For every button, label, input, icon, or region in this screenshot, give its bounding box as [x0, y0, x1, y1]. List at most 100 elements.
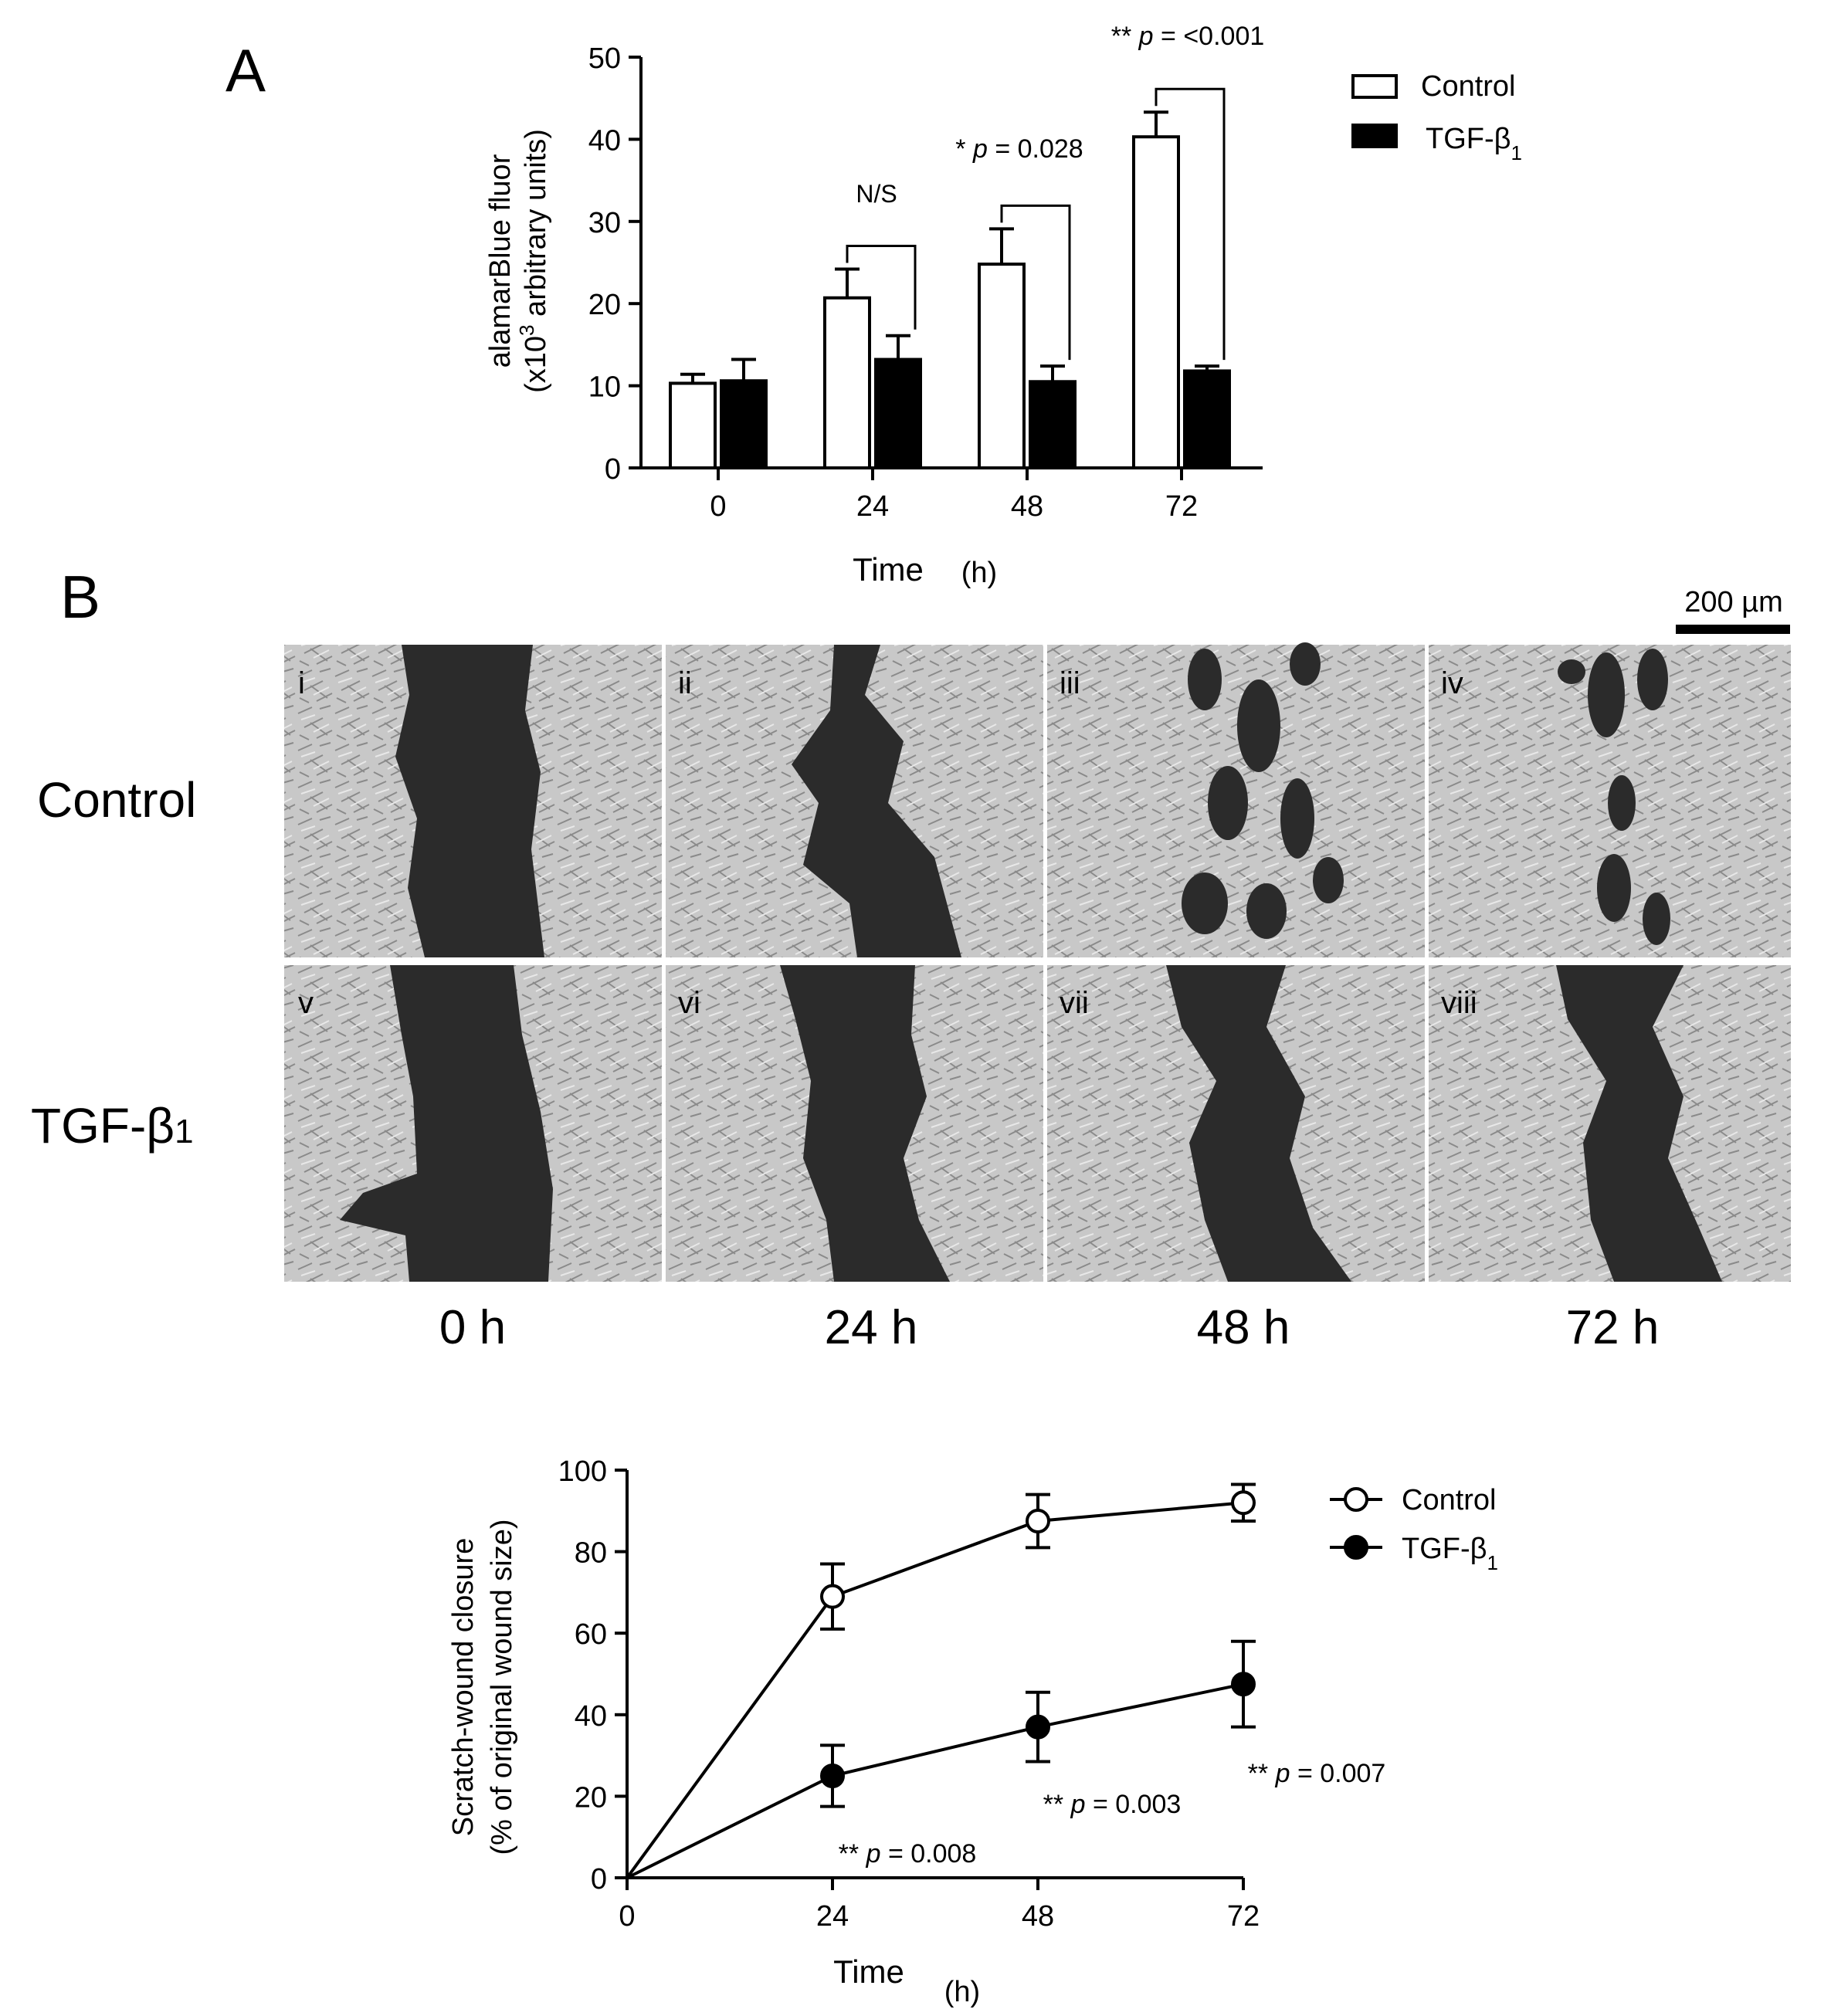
- bar-chart-ylabel-units: (x103 arbitrary units): [515, 129, 552, 393]
- ylabel-units-post: arbitrary units): [520, 129, 552, 324]
- annotation-line-24h: ** p = 0.008: [839, 1839, 977, 1869]
- line-chart-legend: Control TGF-β1: [1330, 1484, 1498, 1574]
- annotation-line-24h-stars: **: [839, 1839, 859, 1869]
- bar-chart: 0 10 20 30 40 50 0 24 48 72 alamarBlue fluor (x10…: [484, 22, 1522, 589]
- x-tick-label: 48: [1011, 490, 1043, 523]
- micrograph-48h-tgf: vii: [1047, 965, 1425, 1282]
- line-chart-ylabel: Scratch-wound closure: [447, 1538, 480, 1837]
- annotation-48h: * p = 0.028: [955, 134, 1083, 164]
- wound-fragment: [1643, 893, 1670, 945]
- bar-chart-legend: Control TGF-β1: [1351, 70, 1522, 164]
- wound-fragment: [1246, 883, 1287, 939]
- scale-bar: 200 µm: [1676, 586, 1790, 634]
- wound-fragment: [1237, 679, 1280, 772]
- wound-fragment: [1637, 649, 1668, 710]
- bar-tgf: [1183, 369, 1231, 469]
- wound-fragment: [1313, 857, 1344, 903]
- annotation-line-48h: ** p = 0.003: [1043, 1790, 1182, 1819]
- y-tick-label: 20: [575, 1781, 607, 1814]
- y-tick-label: 50: [588, 42, 621, 75]
- data-point-control: [1231, 1490, 1256, 1516]
- annotation-line-48h-stars: **: [1043, 1790, 1063, 1819]
- y-tick-label: 10: [588, 371, 621, 404]
- series-line-control: [626, 1501, 1244, 1879]
- legend-label-tgf: TGF-β1: [1426, 123, 1522, 164]
- wound-fragment: [1182, 872, 1228, 934]
- annotation-line-72h-value: = 0.007: [1297, 1759, 1385, 1788]
- scale-bar-line: [1676, 625, 1790, 634]
- x-tick-label: 72: [1227, 1900, 1260, 1933]
- significance-bracket: [846, 245, 917, 330]
- data-point-tgf: [1231, 1672, 1256, 1697]
- micrograph-0h-control: i: [284, 645, 662, 957]
- wound-fragment: [1280, 778, 1314, 859]
- y-tick-label: 40: [588, 124, 621, 157]
- x-tick-label: 0: [619, 1900, 635, 1933]
- legend-tgf-text: TGF-β: [1402, 1533, 1487, 1565]
- annotation-72h-p: p: [1138, 22, 1154, 51]
- bar-control: [669, 381, 717, 469]
- y-tick-label: 100: [558, 1455, 607, 1488]
- x-tick-label: 24: [816, 1900, 849, 1933]
- panel-a-letter: A: [225, 36, 266, 104]
- annotation-72h: ** p = <0.001: [1111, 22, 1265, 51]
- y-tick-label: 0: [591, 1863, 607, 1896]
- y-tick-label: 0: [605, 453, 621, 486]
- legend-tgf-sub: 1: [1487, 1551, 1498, 1574]
- wound-gap: [1166, 965, 1351, 1282]
- annotation-line-72h: ** p = 0.007: [1248, 1759, 1386, 1788]
- significance-bracket: [1000, 204, 1071, 361]
- bar-control: [1132, 135, 1180, 469]
- annotation-48h-value: = 0.028: [995, 134, 1083, 164]
- micrograph-48h-control: iii: [1047, 642, 1425, 957]
- bar-tgf: [720, 379, 768, 469]
- annotation-line-48h-p: p: [1070, 1790, 1086, 1819]
- data-point-control: [1026, 1509, 1050, 1533]
- row-label-tgf-sub: 1: [175, 1113, 193, 1150]
- wound-gap: [395, 645, 544, 957]
- micrograph-grid: i ii iii: [284, 642, 1791, 1282]
- wound-gap: [780, 965, 950, 1282]
- micrograph-label: ii: [678, 666, 692, 700]
- micrograph-72h-tgf: viii: [1429, 965, 1791, 1282]
- time-label-72h: 72 h: [1566, 1301, 1660, 1354]
- x-tick-label: 48: [1022, 1900, 1054, 1933]
- x-tick-label: 24: [856, 490, 889, 523]
- bar-control: [823, 296, 871, 470]
- bar-chart-plot-area: 0 10 20 30 40 50 0 24 48 72: [588, 42, 1263, 523]
- legend-tgf-text: TGF-β: [1426, 123, 1511, 155]
- y-tick-label: 30: [588, 207, 621, 239]
- wound-gap: [340, 965, 553, 1282]
- significance-bracket: [1155, 87, 1226, 361]
- ylabel-units-pre: (x10: [520, 336, 552, 393]
- micrograph-label: iv: [1441, 666, 1463, 700]
- wound-fragment: [1290, 642, 1321, 686]
- line-chart-ylabel-units: (% of original wound size): [486, 1519, 518, 1855]
- row-label-control: Control: [37, 772, 196, 828]
- legend-label-control: Control: [1421, 70, 1516, 103]
- bar-chart-xlabel-unit: (h): [961, 557, 997, 589]
- legend-label-tgf: TGF-β1: [1402, 1533, 1498, 1574]
- x-tick-label: 0: [710, 490, 726, 523]
- time-label-48h: 48 h: [1197, 1301, 1290, 1354]
- line-chart-xlabel: Time: [833, 1953, 904, 1990]
- bar-chart-ylabel: alamarBlue fluor: [484, 154, 517, 368]
- annotation-72h-stars: **: [1111, 22, 1131, 51]
- annotation-line-48h-value: = 0.003: [1093, 1790, 1181, 1819]
- line-chart-xlabel-unit: (h): [944, 1976, 980, 2008]
- legend-tgf-sub: 1: [1511, 141, 1522, 164]
- micrograph-72h-control: iv: [1429, 645, 1791, 957]
- wound-fragment: [1208, 766, 1248, 840]
- wound-gap: [1182, 642, 1344, 939]
- micrograph-label: i: [298, 666, 305, 700]
- bar-tgf: [1029, 380, 1077, 469]
- legend-swatch-tgf: [1351, 124, 1398, 148]
- micrograph-label: iii: [1060, 666, 1080, 700]
- series-line-tgf: [626, 1682, 1244, 1879]
- data-point-control: [820, 1584, 845, 1609]
- wound-gap: [1558, 649, 1670, 945]
- annotation-48h-p: p: [972, 134, 988, 164]
- wound-fragment: [1558, 659, 1585, 684]
- line-chart-plot-area: 0 20 40 60 80 100 0 24 48 72: [558, 1455, 1260, 1933]
